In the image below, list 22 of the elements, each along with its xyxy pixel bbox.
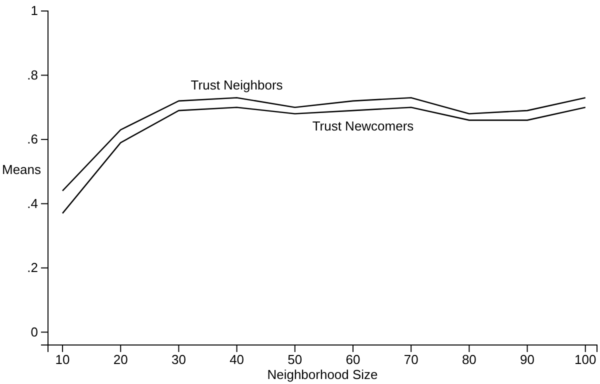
x-tick-label: 20	[113, 352, 128, 368]
x-tick-label: 100	[574, 352, 596, 368]
x-tick-label: 80	[462, 352, 476, 368]
series-label: Trust Neighbors	[190, 78, 284, 93]
x-tick-label: 50	[288, 352, 302, 368]
y-tick-label: .4	[27, 196, 38, 211]
line-series	[62, 106, 586, 214]
x-tick-label: 90	[520, 352, 535, 368]
y-tick-label: 0	[30, 324, 38, 340]
x-tick-label: 40	[230, 352, 244, 368]
y-tick-label: .2	[27, 260, 38, 276]
x-axis-title: Neighborhood Size	[267, 367, 378, 382]
x-tick-label: 60	[346, 352, 360, 368]
y-tick-label: .8	[27, 67, 38, 82]
x-tick-label: 10	[55, 352, 70, 368]
y-tick-label: 1	[30, 3, 38, 18]
y-tick-label: .6	[27, 132, 38, 147]
line-series	[62, 97, 586, 192]
y-axis-title: Means	[2, 162, 42, 177]
series-label: Trust Newcomers	[312, 118, 414, 134]
x-tick-label: 70	[404, 352, 418, 368]
x-tick-label: 30	[171, 352, 186, 368]
